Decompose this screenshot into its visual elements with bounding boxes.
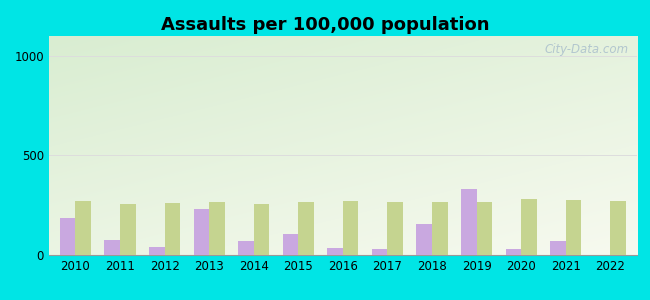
Bar bbox=[343, 201, 358, 255]
Bar bbox=[476, 202, 492, 255]
Bar bbox=[550, 241, 566, 255]
Bar bbox=[149, 247, 164, 255]
Bar bbox=[194, 209, 209, 255]
Bar bbox=[387, 202, 403, 255]
Bar bbox=[461, 189, 476, 255]
Bar bbox=[610, 201, 626, 255]
Bar bbox=[506, 249, 521, 255]
Bar bbox=[254, 204, 269, 255]
Bar bbox=[105, 240, 120, 255]
Bar bbox=[417, 224, 432, 255]
Bar bbox=[209, 202, 225, 255]
Bar bbox=[328, 248, 343, 255]
Bar bbox=[60, 218, 75, 255]
Bar bbox=[372, 249, 387, 255]
Bar bbox=[164, 203, 180, 255]
Bar bbox=[521, 199, 537, 255]
Bar bbox=[283, 234, 298, 255]
Text: Assaults per 100,000 population: Assaults per 100,000 population bbox=[161, 16, 489, 34]
Bar bbox=[432, 202, 448, 255]
Bar bbox=[298, 202, 314, 255]
Bar bbox=[75, 201, 91, 255]
Bar bbox=[566, 200, 581, 255]
Bar bbox=[238, 241, 254, 255]
Text: City-Data.com: City-Data.com bbox=[544, 43, 628, 56]
Bar bbox=[120, 204, 136, 255]
